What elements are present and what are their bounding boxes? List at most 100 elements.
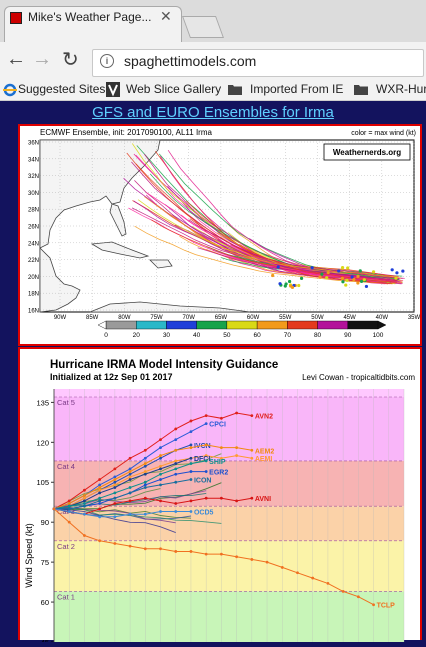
bookmark-imported-from-ie[interactable]: Imported From IE (250, 82, 344, 96)
series-point (189, 462, 193, 465)
series-point (159, 499, 162, 503)
bookmark-wxr-hurricane[interactable]: WXR-Hurri (376, 82, 426, 96)
series-point (174, 459, 178, 463)
bookmark-suggested-sites[interactable]: Suggested Sites (18, 82, 106, 96)
series-point (189, 510, 193, 513)
series-point (143, 448, 147, 452)
series-point (311, 576, 315, 580)
latitude-tick-label: 26N (28, 225, 39, 231)
intensity-chart-panel[interactable]: Hurricane IRMA Model Intensity Guidance … (18, 347, 422, 647)
address-bar[interactable] (92, 49, 424, 77)
series-point (219, 456, 223, 460)
series-point (128, 499, 132, 503)
series-point (143, 483, 147, 487)
track-point (310, 266, 314, 270)
colorbar-tick-label: 60 (253, 332, 261, 339)
track-point (326, 270, 330, 275)
track-point (278, 282, 282, 286)
category-label: Cat 2 (57, 542, 75, 551)
folder-icon (228, 85, 242, 95)
latitude-tick-label: 34N (28, 157, 39, 163)
series-point (189, 443, 193, 447)
page-title-link[interactable]: GFS and EURO Ensembles for Irma (92, 104, 334, 121)
category-label: Cat 4 (57, 462, 75, 471)
series-point (219, 496, 223, 500)
track-point (337, 269, 341, 273)
ensemble-map-panel[interactable]: ECMWF Ensemble, init: 2017090100, AL11 I… (18, 124, 422, 346)
series-line-icon (54, 479, 192, 510)
folder-icon (354, 85, 368, 95)
series-point (143, 472, 147, 476)
series-point (113, 480, 117, 484)
series-point (341, 590, 345, 593)
track-point (320, 272, 324, 276)
colorbar-swatch (226, 320, 258, 330)
series-line-avn2 (53, 412, 252, 510)
series-point (143, 547, 147, 551)
series-point (143, 462, 147, 465)
track-point (290, 285, 295, 289)
series-point (159, 467, 162, 471)
longitude-tick-label: 85W (86, 315, 99, 321)
track-point (288, 279, 292, 284)
series-point (113, 486, 117, 489)
south-america-land (89, 301, 251, 313)
series-point (174, 448, 178, 452)
ensemble-track-line (149, 173, 400, 280)
longitude-tick-label: 75W (150, 315, 163, 321)
colorbar-tick-label: 0 (104, 332, 108, 339)
longitude-tick-label: 90W (54, 315, 67, 321)
track-point (271, 273, 275, 278)
hispaniola-land (149, 259, 173, 269)
colorbar-swatch (317, 320, 348, 330)
map-header-left: ECMWF Ensemble, init: 2017090100, AL11 I… (40, 128, 212, 137)
close-tab-icon[interactable]: ✕ (160, 8, 172, 24)
series-label: DFCI (194, 456, 210, 463)
series-label: CPCI (209, 422, 226, 429)
series-point (174, 502, 178, 505)
series-point (83, 504, 86, 508)
series-point (204, 552, 208, 556)
series-point (113, 496, 117, 500)
site-info-icon[interactable]: i (100, 54, 114, 68)
series-point (159, 510, 162, 513)
track-point (325, 276, 329, 280)
category-band (54, 506, 404, 541)
colorbar-swatch (196, 320, 228, 330)
series-point (235, 446, 239, 449)
url-text[interactable]: spaghettimodels.com (124, 53, 257, 69)
series-point (189, 550, 193, 553)
series-point (83, 499, 86, 503)
series-point (174, 510, 178, 513)
latitude-tick-label: 32N (28, 174, 39, 180)
track-point (345, 278, 349, 282)
series-point (113, 475, 117, 479)
track-point (284, 282, 288, 286)
chart-subtitle: Initialized at 12z Sep 01 2017 (50, 372, 173, 382)
forward-arrow-icon[interactable]: → (32, 48, 52, 70)
latitude-labels: 36N 34N 32N 30N 28N 26N 24N 22N 20N 18N 16N (28, 141, 39, 315)
category-label: Cat 5 (57, 398, 75, 407)
y-tick-label: 90 (41, 518, 49, 527)
series-label: IVCN (194, 443, 211, 450)
colorbar-swatch (105, 320, 137, 330)
tab-title[interactable]: Mike's Weather Page... (28, 10, 152, 24)
y-tick-label: 75 (41, 558, 49, 567)
series-line-aem2 (53, 444, 252, 510)
bookmark-web-slice-gallery[interactable]: Web Slice Gallery (126, 82, 222, 96)
series-point (98, 515, 102, 519)
series-point (143, 512, 147, 516)
back-arrow-icon[interactable]: ← (6, 48, 26, 70)
series-point (98, 478, 102, 481)
reload-icon[interactable]: ↻ (62, 49, 79, 71)
latitude-tick-label: 28N (28, 208, 39, 214)
latitude-tick-label: 24N (28, 241, 39, 247)
series-point (128, 491, 132, 495)
track-point (395, 271, 399, 275)
longitude-tick-label: 55W (279, 315, 292, 321)
series-point (159, 446, 162, 449)
series-point (174, 480, 178, 484)
series-point (204, 496, 208, 500)
browser-tab[interactable] (4, 6, 182, 43)
series-point (98, 496, 102, 500)
